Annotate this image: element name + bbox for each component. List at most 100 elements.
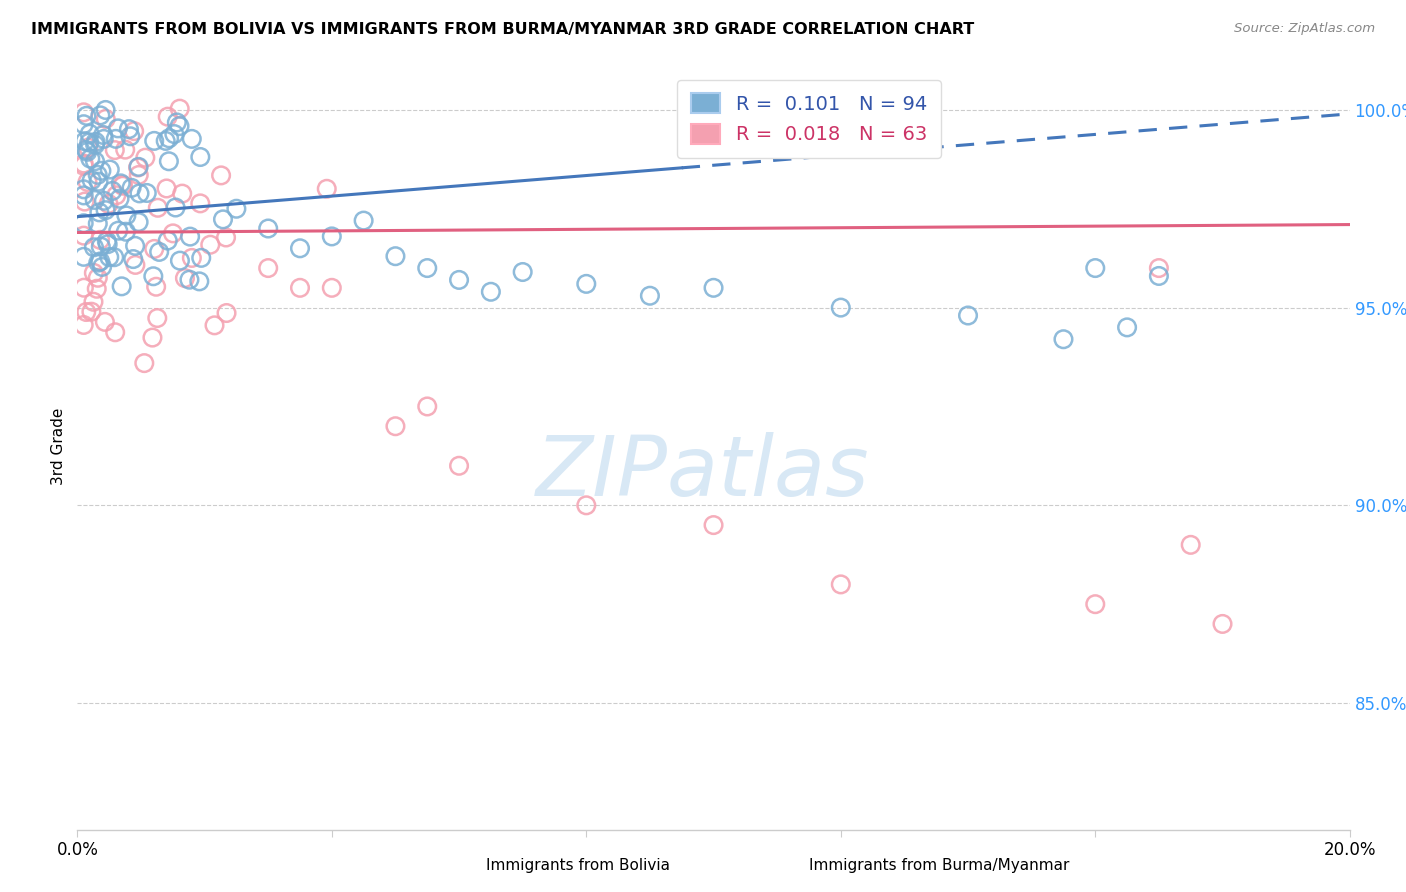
- Point: [1084, 261, 1107, 276]
- Point: [111, 178, 134, 192]
- Point: [162, 227, 184, 241]
- Point: [830, 577, 852, 591]
- Point: [124, 258, 146, 272]
- Point: [416, 261, 439, 276]
- Point: [353, 213, 375, 227]
- Point: [135, 186, 157, 200]
- Point: [142, 269, 165, 284]
- Point: [166, 115, 188, 129]
- Point: [83, 193, 105, 207]
- Point: [128, 215, 150, 229]
- Point: [111, 279, 134, 293]
- Point: [87, 217, 110, 231]
- Point: [1212, 616, 1234, 631]
- Point: [169, 102, 191, 116]
- Point: [146, 311, 169, 326]
- Point: [114, 225, 136, 239]
- Point: [188, 274, 211, 288]
- Point: [703, 518, 725, 533]
- Point: [179, 273, 201, 287]
- Point: [174, 271, 197, 285]
- Point: [321, 281, 343, 295]
- Point: [148, 244, 170, 259]
- Point: [124, 239, 146, 253]
- Point: [1084, 597, 1107, 611]
- Point: [73, 216, 96, 230]
- Point: [73, 117, 96, 131]
- Point: [83, 240, 105, 254]
- Point: [200, 237, 222, 252]
- Point: [157, 131, 180, 145]
- Point: [93, 132, 115, 146]
- Text: IMMIGRANTS FROM BOLIVIA VS IMMIGRANTS FROM BURMA/MYANMAR 3RD GRADE CORRELATION C: IMMIGRANTS FROM BOLIVIA VS IMMIGRANTS FR…: [31, 22, 974, 37]
- Point: [79, 127, 101, 141]
- Point: [77, 136, 100, 150]
- Point: [1180, 538, 1202, 552]
- Point: [165, 201, 187, 215]
- Point: [638, 289, 661, 303]
- Point: [188, 196, 211, 211]
- Point: [156, 110, 179, 124]
- Point: [94, 112, 117, 126]
- Point: [127, 161, 149, 175]
- Text: Immigrants from Bolivia: Immigrants from Bolivia: [486, 857, 669, 872]
- Point: [288, 281, 311, 295]
- Point: [89, 108, 111, 122]
- Point: [98, 162, 121, 177]
- Point: [155, 181, 177, 195]
- Point: [73, 250, 96, 264]
- Point: [169, 253, 191, 268]
- Point: [101, 184, 124, 198]
- Point: [94, 103, 117, 117]
- Point: [143, 134, 166, 148]
- Point: [188, 150, 211, 164]
- Point: [86, 282, 108, 296]
- Point: [76, 109, 98, 123]
- Point: [215, 306, 238, 320]
- Point: [156, 234, 179, 248]
- Point: [103, 250, 125, 264]
- Point: [73, 194, 96, 209]
- Point: [169, 119, 191, 133]
- Point: [73, 159, 96, 173]
- Point: [111, 178, 134, 193]
- Point: [114, 143, 136, 157]
- Point: [416, 400, 439, 414]
- Point: [120, 129, 142, 144]
- Point: [89, 205, 111, 219]
- Point: [575, 498, 598, 512]
- Point: [122, 124, 145, 138]
- Point: [121, 181, 143, 195]
- Point: [215, 230, 238, 244]
- Text: Source: ZipAtlas.com: Source: ZipAtlas.com: [1234, 22, 1375, 36]
- Point: [155, 134, 177, 148]
- Y-axis label: 3rd Grade: 3rd Grade: [51, 408, 66, 484]
- Point: [87, 175, 110, 189]
- Point: [104, 143, 127, 157]
- Point: [163, 127, 186, 141]
- Point: [225, 202, 247, 216]
- Point: [73, 281, 96, 295]
- Point: [479, 285, 502, 299]
- Point: [83, 266, 105, 280]
- Point: [73, 156, 96, 170]
- Point: [128, 168, 150, 182]
- Point: [73, 182, 96, 196]
- Point: [84, 154, 107, 169]
- Point: [77, 140, 100, 154]
- Point: [172, 186, 194, 201]
- Point: [107, 121, 129, 136]
- Point: [157, 154, 180, 169]
- Point: [384, 419, 406, 434]
- Point: [89, 233, 111, 247]
- Point: [82, 294, 104, 309]
- Point: [94, 315, 117, 329]
- Text: Immigrants from Burma/Myanmar: Immigrants from Burma/Myanmar: [810, 857, 1070, 872]
- Point: [257, 261, 280, 276]
- Point: [703, 281, 725, 295]
- Point: [73, 134, 96, 148]
- Point: [128, 186, 150, 201]
- Point: [97, 237, 120, 252]
- Point: [107, 224, 129, 238]
- Point: [179, 229, 201, 244]
